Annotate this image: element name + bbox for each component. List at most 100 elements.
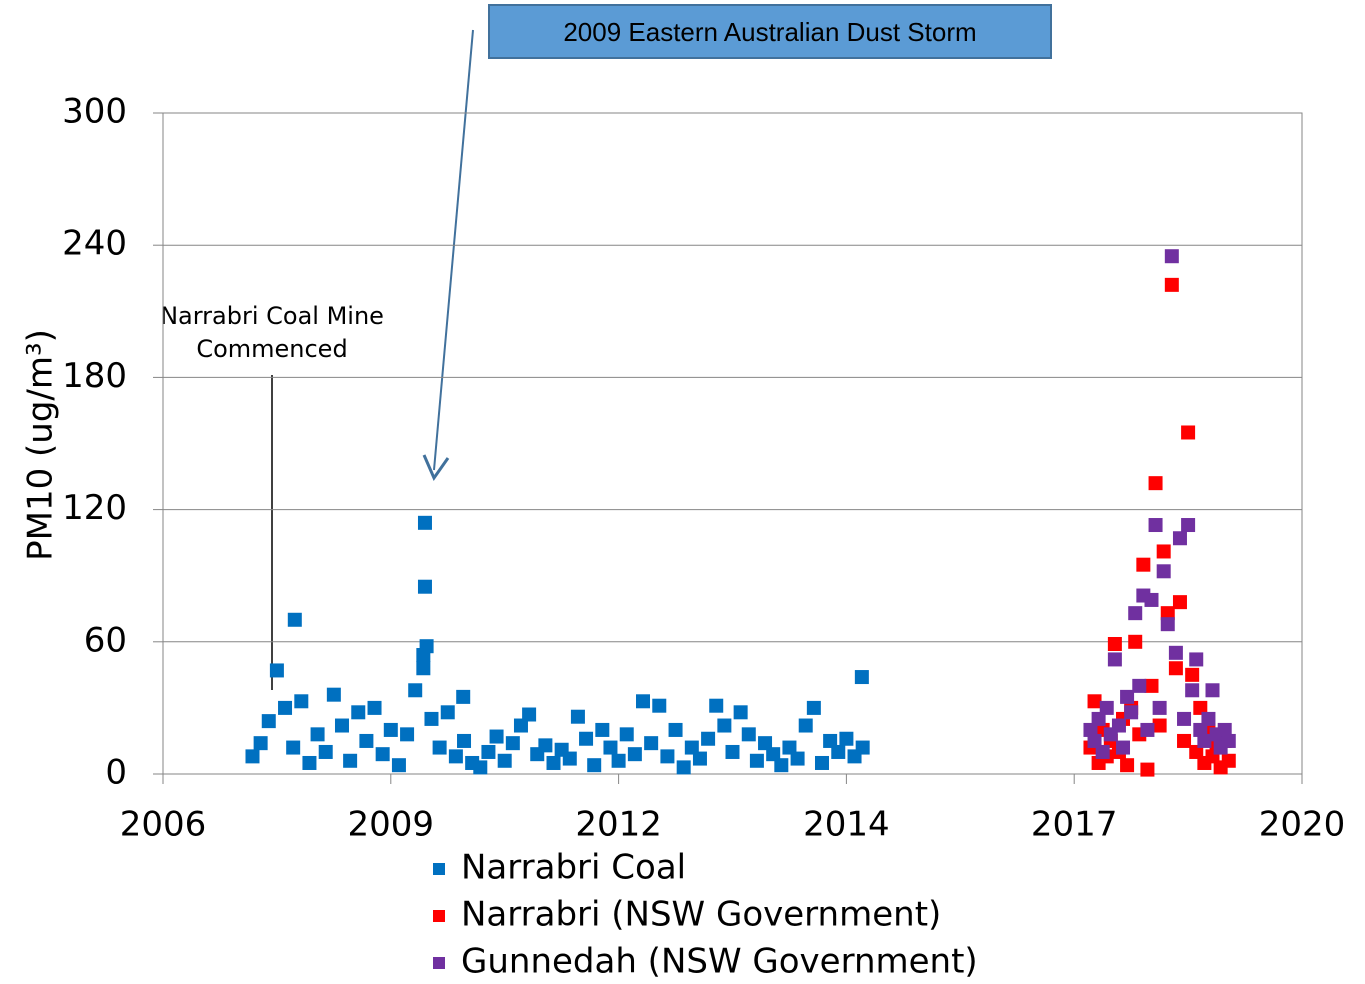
point bbox=[644, 736, 659, 751]
point bbox=[310, 727, 325, 742]
point bbox=[334, 718, 349, 733]
point bbox=[701, 731, 716, 746]
legend-marker bbox=[433, 863, 445, 875]
point bbox=[497, 753, 512, 768]
point bbox=[367, 700, 382, 715]
point bbox=[652, 698, 667, 713]
point bbox=[660, 749, 675, 764]
point bbox=[1172, 531, 1187, 546]
x-tick-label: 2017 bbox=[1031, 805, 1118, 845]
point bbox=[684, 740, 699, 755]
x-tick-label: 2020 bbox=[1259, 805, 1346, 845]
point bbox=[1140, 762, 1155, 777]
point bbox=[855, 740, 870, 755]
annotation-text: Commenced bbox=[196, 335, 347, 363]
point bbox=[806, 700, 821, 715]
point bbox=[603, 740, 618, 755]
point bbox=[692, 751, 707, 766]
point bbox=[676, 760, 691, 775]
y-tick-label: 0 bbox=[105, 753, 127, 793]
point bbox=[1144, 678, 1159, 693]
x-tick-label: 2012 bbox=[575, 805, 662, 845]
point bbox=[269, 663, 284, 678]
point bbox=[749, 753, 764, 768]
point bbox=[489, 729, 504, 744]
point bbox=[798, 718, 813, 733]
point bbox=[1172, 595, 1187, 610]
point bbox=[1201, 711, 1216, 726]
point bbox=[287, 612, 302, 627]
point bbox=[538, 738, 553, 753]
point bbox=[758, 736, 773, 751]
point bbox=[383, 722, 398, 737]
point bbox=[782, 740, 797, 755]
point bbox=[619, 727, 634, 742]
point bbox=[733, 705, 748, 720]
point bbox=[1083, 722, 1098, 737]
point bbox=[668, 722, 683, 737]
point bbox=[326, 687, 341, 702]
point bbox=[1164, 249, 1179, 264]
point bbox=[481, 744, 496, 759]
point bbox=[391, 758, 406, 773]
annotation-box bbox=[488, 4, 1052, 59]
point bbox=[1128, 634, 1143, 649]
point bbox=[570, 709, 585, 724]
point bbox=[1116, 740, 1131, 755]
annotation-arrow bbox=[433, 29, 474, 471]
x-tick-label: 2006 bbox=[120, 805, 207, 845]
point bbox=[522, 707, 537, 722]
point bbox=[741, 727, 756, 742]
point bbox=[1181, 518, 1196, 533]
point bbox=[505, 736, 520, 751]
point bbox=[416, 661, 431, 676]
point bbox=[278, 700, 293, 715]
point bbox=[1107, 652, 1122, 667]
point bbox=[1164, 277, 1179, 292]
arrow-head bbox=[422, 454, 450, 482]
y-tick-label: 300 bbox=[62, 92, 127, 132]
point bbox=[261, 714, 276, 729]
point bbox=[408, 683, 423, 698]
point bbox=[440, 705, 455, 720]
point bbox=[432, 740, 447, 755]
point bbox=[417, 515, 432, 530]
point bbox=[1095, 744, 1110, 759]
point bbox=[1205, 683, 1220, 698]
point bbox=[1152, 718, 1167, 733]
point bbox=[546, 755, 561, 770]
y-tick-label: 180 bbox=[62, 356, 127, 396]
plot-area bbox=[162, 112, 1303, 775]
legend-label: Gunnedah (NSW Government) bbox=[461, 942, 978, 982]
point bbox=[1189, 652, 1204, 667]
point bbox=[814, 755, 829, 770]
point bbox=[1132, 678, 1147, 693]
y-tick-label: 120 bbox=[62, 488, 127, 528]
point bbox=[1189, 744, 1204, 759]
legend-marker bbox=[433, 957, 445, 969]
point bbox=[854, 670, 869, 685]
point bbox=[424, 711, 439, 726]
point bbox=[717, 718, 732, 733]
point bbox=[1193, 722, 1208, 737]
legend-label: Narrabri Coal bbox=[461, 848, 686, 888]
point bbox=[302, 755, 317, 770]
point bbox=[1124, 705, 1139, 720]
point bbox=[351, 705, 366, 720]
point bbox=[1185, 667, 1200, 682]
point bbox=[375, 747, 390, 762]
point bbox=[1160, 617, 1175, 632]
point bbox=[1193, 700, 1208, 715]
point bbox=[457, 733, 472, 748]
point bbox=[1160, 606, 1175, 621]
point bbox=[1128, 606, 1143, 621]
point bbox=[343, 753, 358, 768]
point bbox=[473, 760, 488, 775]
annotation-text: Narrabri Coal Mine bbox=[160, 302, 384, 330]
point bbox=[416, 648, 431, 663]
point bbox=[1136, 557, 1151, 572]
point bbox=[611, 753, 626, 768]
point bbox=[286, 740, 301, 755]
point bbox=[1091, 711, 1106, 726]
